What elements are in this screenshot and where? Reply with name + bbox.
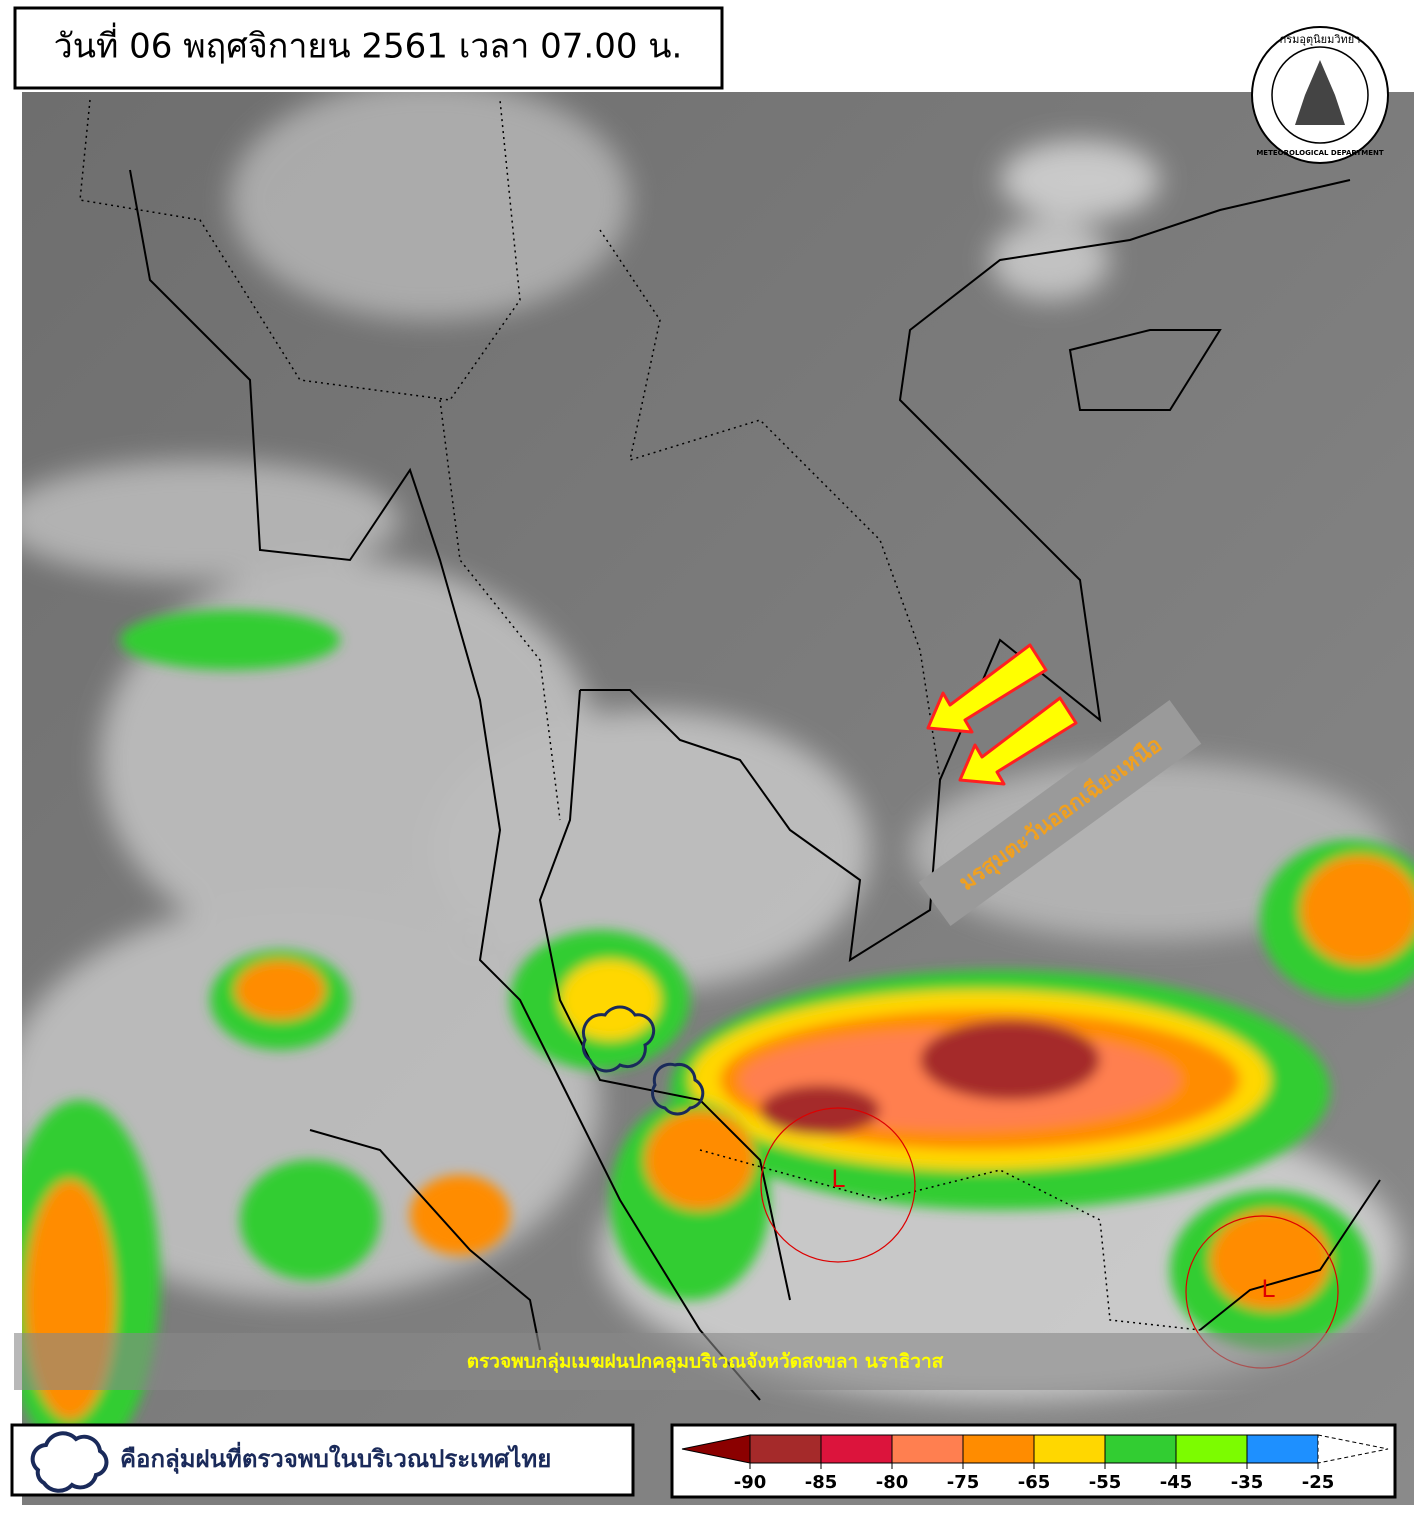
colorbar-label: -35 [1231, 1472, 1264, 1493]
colorbar-label: -25 [1302, 1472, 1335, 1493]
colorbar: -90 -85 -80 -75 -65 -55 -45 -35 -25 [670, 1423, 1397, 1499]
low-pressure-label: L [831, 1165, 845, 1193]
colorbar-label: -55 [1089, 1472, 1122, 1493]
colorbar-label: -75 [947, 1472, 980, 1493]
caption: ตรวจพบกลุ่มเมฆฝนปกคลุมบริเวณจังหวัดสงขลา… [467, 1351, 944, 1374]
page-title: วันที่ 06 พฤศจิกายน 2561 เวลา 07.00 น. [54, 23, 683, 67]
colorbar-segment [1246, 1434, 1319, 1464]
legend-text: คือกลุ่มฝนที่ตรวจพบในบริเวณประเทศไทย [120, 1441, 551, 1475]
colorbar-segment [1104, 1434, 1177, 1464]
satellite-map: มรสุมตะวันออกเฉียงเหนือ L L [22, 92, 1414, 1505]
colorbar-segment [962, 1434, 1035, 1464]
low-pressure-label: L [1261, 1275, 1275, 1303]
logo-thai: กรมอุตุนิยมวิทยา [1280, 33, 1361, 46]
colorbar-label: -85 [805, 1472, 838, 1493]
colorbar-segment [1175, 1434, 1248, 1464]
colorbar-segment [891, 1434, 964, 1464]
logo-english: METEOROLOGICAL DEPARTMENT [1256, 149, 1384, 157]
colorbar-segment [820, 1434, 893, 1464]
colorbar-label: -65 [1018, 1472, 1051, 1493]
colorbar-segment [749, 1434, 822, 1464]
colorbar-label: -80 [876, 1472, 909, 1493]
colorbar-label: -45 [1160, 1472, 1193, 1493]
colorbar-label: -90 [734, 1472, 767, 1493]
colorbar-segment [1033, 1434, 1106, 1464]
logo: กรมอุตุนิยมวิทยา METEOROLOGICAL DEPARTME… [1251, 26, 1389, 164]
colorbar-triangle [1317, 1434, 1389, 1464]
